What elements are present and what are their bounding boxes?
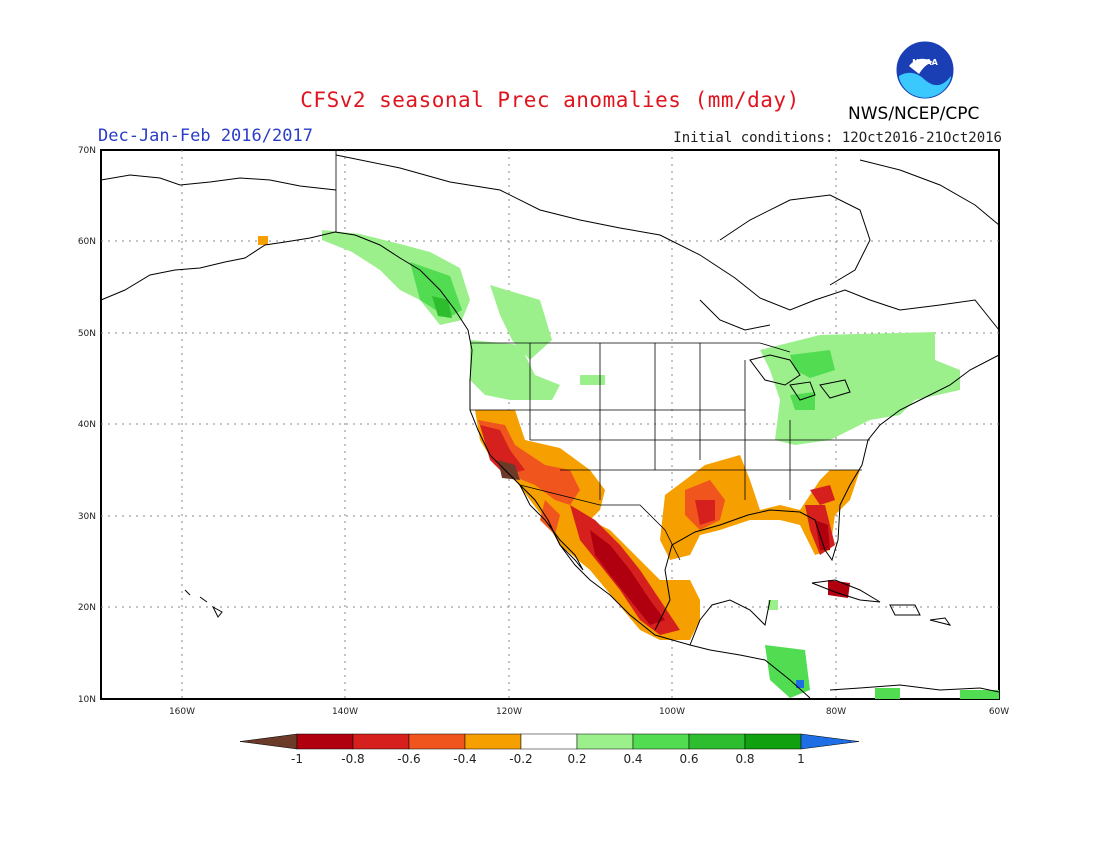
noaa-logo: NOAA (895, 40, 955, 100)
lat-label: 40N (78, 420, 96, 430)
agency-label: NWS/NCEP/CPC (848, 104, 980, 124)
colorbar-label: 0.2 (567, 752, 586, 766)
colorbar-label: 0.6 (679, 752, 698, 766)
colorbar-swatch (296, 733, 354, 750)
colorbar-label: -0.8 (341, 752, 364, 766)
colorbar-labels: -1 -0.8 -0.6 -0.4 -0.2 0.2 0.4 0.6 0.8 1 (291, 752, 805, 766)
colorbar-label: 0.8 (735, 752, 754, 766)
lat-label: 30N (78, 512, 96, 522)
lon-label: 60W (989, 707, 1009, 717)
initial-conditions-label: Initial conditions: 12Oct2016-21Oct2016 (673, 130, 1002, 146)
colorbar-swatch (520, 733, 578, 750)
colorbar-swatch (576, 733, 634, 750)
chart-title: CFSv2 seasonal Prec anomalies (mm/day) (300, 88, 800, 112)
colorbar-label: 1 (797, 752, 805, 766)
borders (335, 150, 870, 561)
colorbar-arrow-high (800, 733, 860, 750)
lon-label: 160W (169, 707, 195, 717)
coastlines (100, 154, 1000, 699)
colorbar-swatch (632, 733, 690, 750)
colorbar (239, 733, 860, 750)
lat-labels: 70N 60N 50N 40N 30N 20N 10N (78, 146, 96, 705)
colorbar-label: -0.4 (453, 752, 476, 766)
colorbar-label: -0.2 (509, 752, 532, 766)
lon-label: 120W (496, 707, 522, 717)
anomaly-shading (258, 230, 999, 699)
lon-label: 80W (826, 707, 846, 717)
colorbar-label: 0.4 (623, 752, 642, 766)
lat-label: 10N (78, 695, 96, 705)
lat-label: 70N (78, 146, 96, 156)
colorbar-arrow-low (239, 733, 298, 750)
colorbar-swatch (688, 733, 746, 750)
lon-labels: 160W 140W 120W 100W 80W 60W (169, 707, 1009, 717)
colorbar-swatch (464, 733, 522, 750)
colorbar-label: -1 (291, 752, 303, 766)
lat-label: 20N (78, 603, 96, 613)
lat-label: 50N (78, 329, 96, 339)
colorbar-swatch (408, 733, 466, 750)
lon-label: 100W (659, 707, 685, 717)
colorbar-label: -0.6 (397, 752, 420, 766)
season-label: Dec-Jan-Feb 2016/2017 (98, 126, 313, 146)
logo-text: NOAA (912, 58, 938, 67)
lon-label: 140W (332, 707, 358, 717)
lat-label: 60N (78, 237, 96, 247)
colorbar-swatch (352, 733, 410, 750)
colorbar-swatch (744, 733, 802, 750)
